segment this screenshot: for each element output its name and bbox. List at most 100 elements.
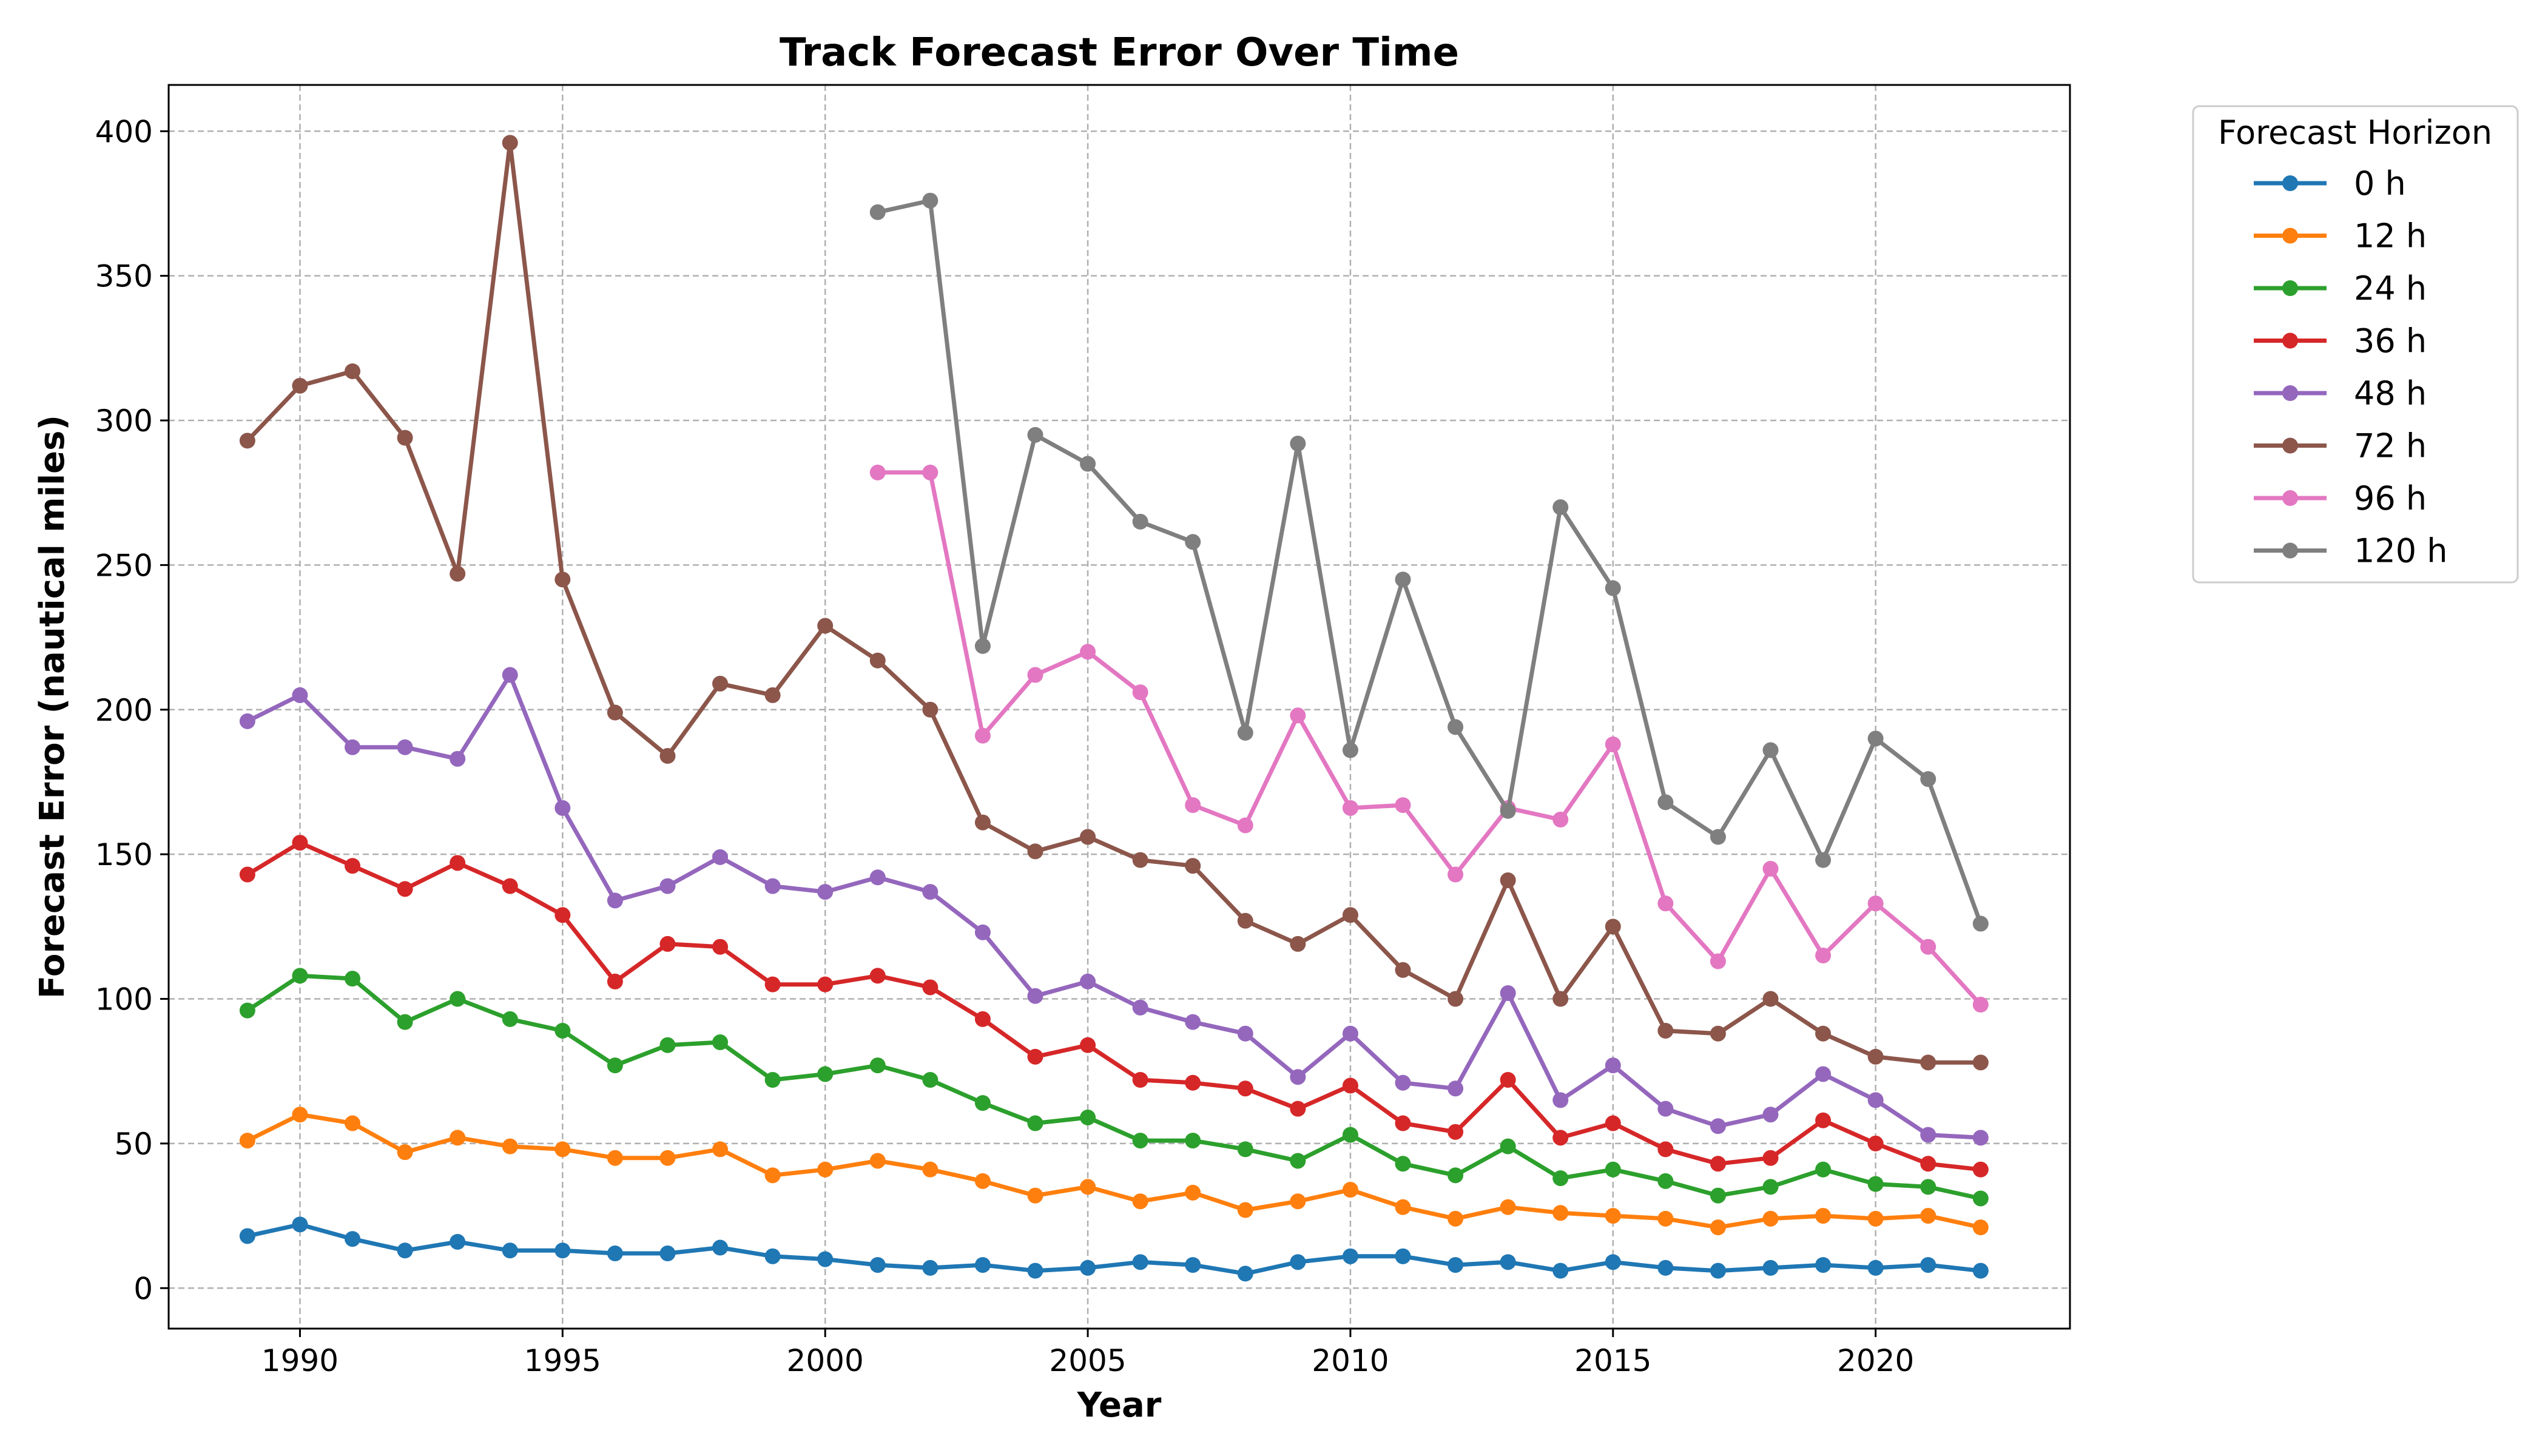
data-point — [345, 1115, 361, 1131]
data-point — [1448, 1167, 1464, 1184]
data-point — [239, 866, 255, 883]
data-point — [1027, 1048, 1043, 1065]
data-point — [1448, 1257, 1464, 1273]
data-point — [1132, 684, 1148, 701]
data-point — [869, 968, 886, 984]
data-point — [922, 192, 939, 209]
y-tick-label: 100 — [95, 982, 153, 1017]
data-point — [502, 1138, 518, 1154]
data-point — [345, 971, 361, 987]
data-point — [764, 1167, 781, 1184]
data-point — [1710, 1025, 1726, 1042]
data-point — [1815, 1025, 1832, 1042]
data-point — [1867, 1135, 1884, 1151]
data-point — [1395, 571, 1411, 588]
legend-items: 0 h 12 h 24 h 36 h 48 h 72 h 96 h 120 h — [2254, 164, 2447, 570]
data-point — [1290, 1069, 1306, 1085]
axis-ticks: 1990 1995 2000 2005 2010 2015 2020 0 50 100 150 200… — [95, 114, 1915, 1378]
data-point — [1132, 852, 1148, 868]
data-point — [1762, 991, 1779, 1007]
y-tick-label: 150 — [95, 837, 153, 872]
data-point — [1237, 912, 1253, 929]
data-point — [292, 968, 308, 984]
data-point — [1605, 1115, 1621, 1131]
data-point — [1185, 858, 1201, 874]
data-point — [1815, 1112, 1832, 1128]
data-point — [922, 884, 939, 900]
data-point — [1762, 1179, 1779, 1195]
data-point — [1657, 895, 1674, 912]
data-point — [345, 739, 361, 755]
data-point — [712, 849, 729, 865]
data-point — [1867, 1048, 1884, 1065]
data-point — [1185, 1074, 1201, 1091]
data-point — [1080, 456, 1096, 472]
series-line — [246, 840, 1981, 1172]
data-point — [869, 652, 886, 669]
data-point — [922, 464, 939, 480]
data-point — [239, 713, 255, 729]
series-96h — [869, 464, 1989, 1013]
legend-label: 24 h — [2354, 269, 2427, 308]
data-point — [1552, 991, 1569, 1007]
data-point — [607, 892, 623, 909]
data-point — [450, 565, 466, 582]
series-line — [877, 198, 1983, 925]
data-point — [607, 704, 623, 721]
series-line — [246, 140, 1981, 1065]
data-point — [1027, 667, 1043, 683]
data-point — [1920, 939, 1936, 955]
data-point — [554, 1141, 571, 1158]
data-point — [659, 1037, 676, 1053]
data-point — [1448, 1124, 1464, 1140]
data-point — [1448, 1210, 1464, 1227]
data-point — [1342, 1248, 1358, 1264]
data-point — [1237, 1141, 1253, 1158]
data-point — [1237, 724, 1253, 741]
data-point — [1290, 1193, 1306, 1210]
data-point — [817, 1251, 834, 1267]
series-line — [247, 1222, 1981, 1276]
data-point — [554, 571, 571, 588]
data-point — [1395, 797, 1411, 814]
series-line — [246, 973, 1981, 1201]
data-point — [922, 1072, 939, 1088]
data-point — [1448, 719, 1464, 735]
data-point — [1972, 997, 1989, 1013]
data-point — [922, 701, 939, 718]
data-point — [764, 976, 781, 993]
data-point — [1080, 644, 1096, 660]
data-point — [1972, 1219, 1989, 1236]
data-point — [1237, 1025, 1253, 1042]
data-point — [1972, 1262, 1989, 1279]
data-point — [1762, 1150, 1779, 1166]
data-point — [974, 1257, 991, 1273]
data-point — [1132, 999, 1148, 1016]
data-point — [1395, 1199, 1411, 1215]
data-point — [1710, 1219, 1726, 1236]
data-point — [1552, 1170, 1569, 1187]
data-point — [817, 884, 834, 900]
data-point — [554, 800, 571, 816]
data-point — [659, 1150, 676, 1166]
legend-label: 72 h — [2354, 427, 2427, 465]
data-point — [659, 878, 676, 894]
data-point — [1552, 1092, 1569, 1108]
data-point — [712, 1239, 729, 1256]
data-point — [1132, 1193, 1148, 1210]
data-point — [1500, 872, 1516, 889]
data-point — [450, 750, 466, 767]
data-point — [1395, 962, 1411, 978]
data-point — [1867, 1092, 1884, 1108]
data-point — [1762, 1107, 1779, 1123]
data-point — [1027, 1262, 1043, 1279]
data-point — [345, 858, 361, 874]
data-point — [554, 1022, 571, 1039]
data-point — [1342, 1127, 1358, 1143]
data-point — [1867, 1176, 1884, 1192]
data-point — [922, 979, 939, 996]
data-point — [869, 204, 886, 220]
data-point — [292, 687, 308, 703]
data-point — [1448, 866, 1464, 883]
data-point — [1710, 953, 1726, 969]
